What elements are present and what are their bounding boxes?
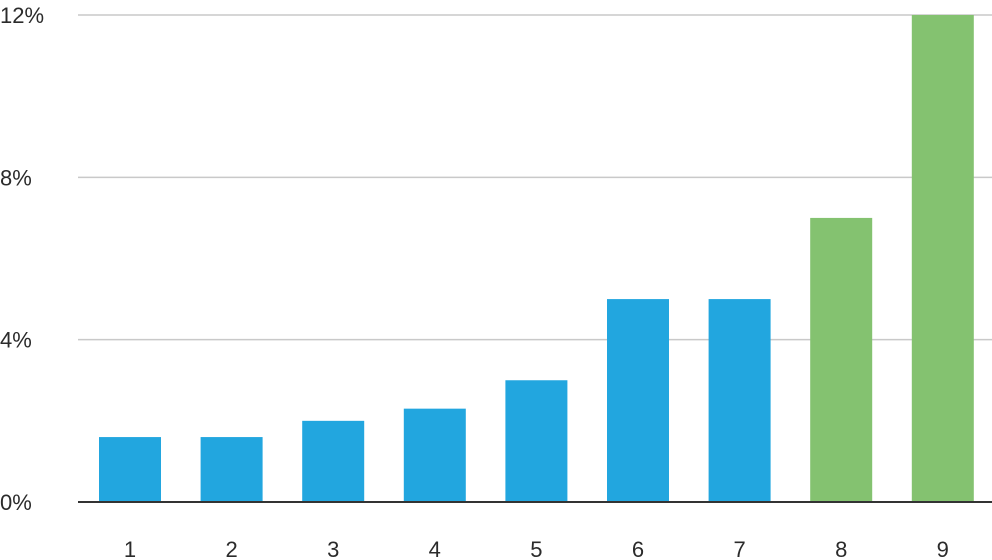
x-tick-label-7: 7	[733, 537, 745, 560]
x-tick-label-1: 1	[124, 537, 136, 560]
x-tick-label-8: 8	[835, 537, 847, 560]
x-tick-label-9: 9	[937, 537, 949, 560]
y-tick-label-8: 8%	[0, 165, 32, 190]
bar-9	[911, 15, 974, 502]
bar-4	[403, 408, 466, 502]
x-tick-label-2: 2	[225, 537, 237, 560]
x-tick-label-3: 3	[327, 537, 339, 560]
bar-3	[302, 420, 365, 502]
y-tick-label-4: 4%	[0, 328, 32, 353]
bar-8	[810, 217, 873, 502]
bar-7	[708, 299, 771, 502]
bar-5	[505, 380, 568, 502]
bar-6	[607, 299, 669, 502]
bar-layer	[99, 15, 974, 502]
x-tick-label-4: 4	[429, 537, 441, 560]
bar-1	[99, 437, 161, 502]
x-tick-label-5: 5	[530, 537, 542, 560]
bar-2	[200, 437, 263, 502]
x-tick-label-6: 6	[632, 537, 644, 560]
y-tick-label-12: 12%	[0, 3, 44, 28]
y-tick-label-0: 0%	[0, 490, 32, 515]
label-layer: 0% 4% 8% 12% 1 2 3 4 5 6 7 8 9	[0, 3, 949, 560]
